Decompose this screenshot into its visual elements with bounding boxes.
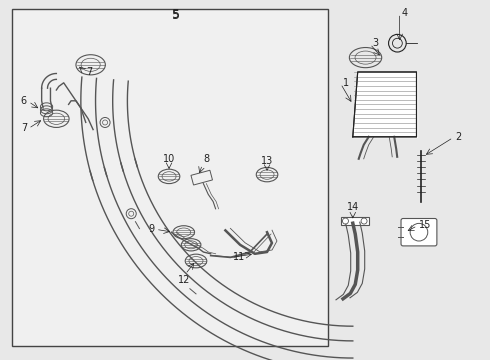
Text: 2: 2 — [456, 132, 462, 142]
Bar — [12, 9, 328, 346]
Text: 7: 7 — [21, 123, 27, 133]
FancyBboxPatch shape — [401, 219, 437, 246]
Polygon shape — [353, 72, 416, 137]
Text: 15: 15 — [419, 220, 431, 230]
Text: 13: 13 — [261, 156, 273, 166]
Text: 4: 4 — [402, 8, 408, 18]
Text: 5: 5 — [172, 9, 180, 22]
Text: 10: 10 — [163, 154, 175, 164]
Text: 6: 6 — [21, 96, 27, 106]
Bar — [191, 170, 213, 185]
Text: 14: 14 — [347, 202, 359, 212]
Text: 5: 5 — [172, 8, 180, 21]
Text: 3: 3 — [372, 38, 378, 48]
Text: 12: 12 — [177, 275, 190, 285]
Text: 11: 11 — [233, 252, 245, 262]
Text: 7: 7 — [86, 67, 92, 77]
Bar — [341, 217, 369, 225]
Text: 9: 9 — [148, 224, 154, 234]
Text: 1: 1 — [343, 78, 349, 88]
Text: 8: 8 — [203, 154, 210, 164]
